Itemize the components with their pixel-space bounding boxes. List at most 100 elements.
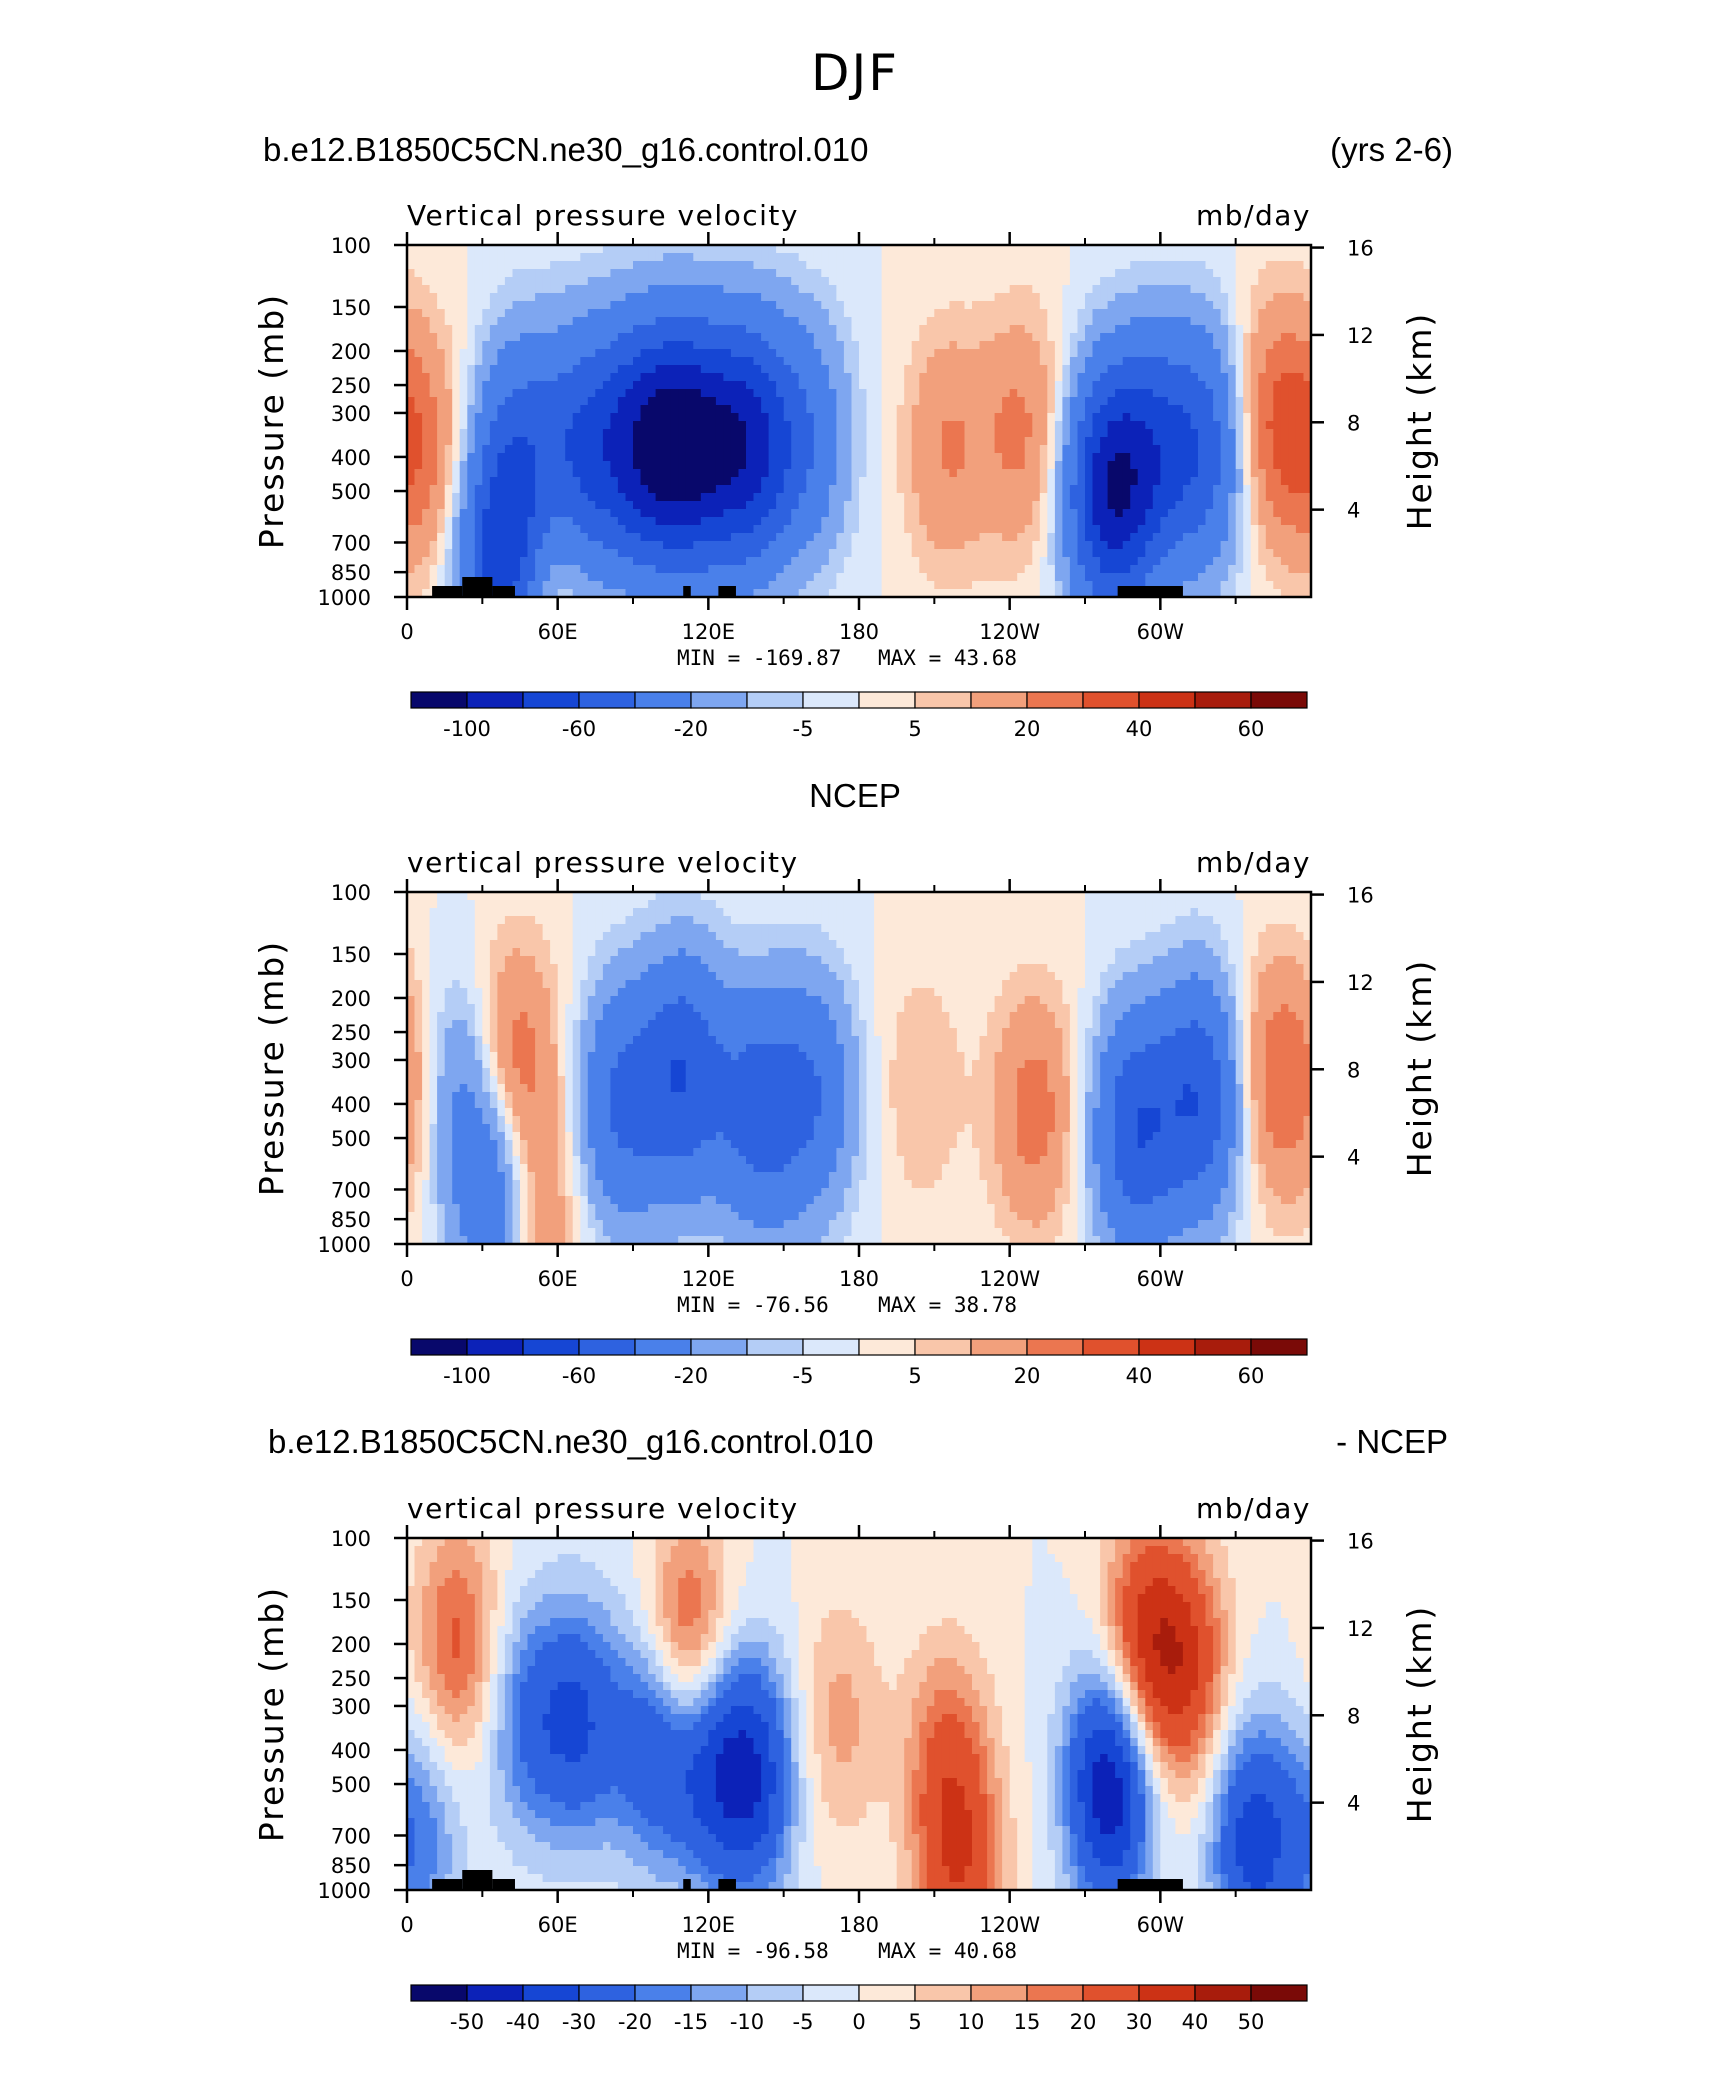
panel-1-y2-tick-label: 4: [1347, 499, 1360, 523]
panel-2-y-axis-label: Pressure (mb): [252, 940, 291, 1196]
panel-1-topography-mask: [1117, 586, 1183, 597]
panel-3-colorbar-label: 15: [1014, 2010, 1041, 2034]
panel-3-colorbar-label: 50: [1238, 2010, 1265, 2034]
panel-2-colorbar-swatch: [858, 1338, 916, 1356]
panel-1-colorbar-swatch: [802, 691, 860, 709]
panel-3-colorbar-label: -50: [450, 2010, 484, 2034]
panel-1-topography-mask: [718, 586, 736, 597]
panel-3-colorbar-swatch: [1026, 1984, 1084, 2002]
panel-3-topography-mask: [462, 1870, 493, 1890]
panel-3-colorbar-swatch: [410, 1984, 468, 2002]
panel-1-y-tick-label: 700: [331, 531, 371, 555]
panel-1-topography-mask: [492, 586, 515, 597]
panel-1-colorbar-swatch: [522, 691, 580, 709]
panel-2-colorbar-swatch: [578, 1338, 636, 1356]
panel-2-y-tick-label: 400: [331, 1093, 371, 1117]
panel-2-dataset-name: NCEP: [809, 777, 901, 814]
panel-1-colorbar-label: -100: [443, 717, 491, 741]
panel-2-colorbar-label: -20: [674, 1364, 708, 1388]
panel-3-colorbar-label: -10: [730, 2010, 764, 2034]
panel-3-y-tick-label: 100: [331, 1527, 371, 1551]
panel-1-topography-mask: [432, 586, 463, 597]
panel-1-y2-axis-label: Height (km): [1400, 312, 1439, 531]
panel-3-colorbar-swatch: [746, 1984, 804, 2002]
panel-1-y-tick-label: 300: [331, 402, 371, 426]
panel-3-y2-tick-label: 4: [1347, 1792, 1360, 1816]
panel-2-colorbar-swatch: [1250, 1338, 1308, 1356]
panel-3-y-tick-label: 400: [331, 1739, 371, 1763]
panel-1-colorbar-swatch: [970, 691, 1028, 709]
panel-3-y-tick-label: 250: [331, 1667, 371, 1691]
panel-2-colorbar-label: -60: [562, 1364, 596, 1388]
panel-1-colorbar-swatch: [1026, 691, 1084, 709]
panel-3-colorbar-label: -40: [506, 2010, 540, 2034]
panel-3-colorbar-label: 20: [1070, 2010, 1097, 2034]
panel-3-colorbar-swatch: [522, 1984, 580, 2002]
panel-3-y-axis-label: Pressure (mb): [252, 1586, 291, 1842]
panel-1-variable-name: Vertical pressure velocity: [407, 199, 799, 232]
panel-2-colorbar-swatch: [914, 1338, 972, 1356]
panel-3-y2-tick-label: 12: [1347, 1617, 1374, 1641]
panel-2-min-value: MIN = -76.56: [677, 1293, 829, 1317]
panel-1-units: mb/day: [1196, 199, 1311, 232]
panel-2-y2-tick-label: 12: [1347, 971, 1374, 995]
panel-3-variable-name: vertical pressure velocity: [407, 1492, 799, 1525]
panel-3-x-tick-label: 120W: [979, 1913, 1040, 1937]
panel-1-y-tick-label: 400: [331, 446, 371, 470]
panel-3-y-tick-label: 1000: [318, 1879, 371, 1903]
panel-3-colorbar-swatch: [970, 1984, 1028, 2002]
panel-2-colorbar-label: -100: [443, 1364, 491, 1388]
panel-2-max-value: MAX = 38.78: [878, 1293, 1017, 1317]
panel-3-topography-mask: [718, 1879, 736, 1890]
panel-3-colorbar-swatch: [466, 1984, 524, 2002]
panel-3-colorbar-swatch: [1138, 1984, 1196, 2002]
panel-1-field: [407, 245, 1311, 597]
panel-3-x-tick-label: 60E: [538, 1913, 578, 1937]
panel-1-colorbar-label: -5: [793, 717, 814, 741]
panel-3-y-tick-label: 200: [331, 1633, 371, 1657]
panel-3-x-tick-label: 180: [839, 1913, 879, 1937]
panel-1-y-tick-label: 100: [331, 234, 371, 258]
panel-3-field: [407, 1538, 1311, 1890]
panel-3-y-tick-label: 300: [331, 1695, 371, 1719]
panel-1-colorbar-swatch: [1138, 691, 1196, 709]
panel-3-y2-axis-label: Height (km): [1400, 1605, 1439, 1824]
panel-3-colorbar-swatch: [914, 1984, 972, 2002]
panel-1-colorbar-label: 5: [908, 717, 921, 741]
panel-3-colorbar-label: -15: [674, 2010, 708, 2034]
panel-2-y-tick-label: 500: [331, 1127, 371, 1151]
panel-2-colorbar-swatch: [1194, 1338, 1252, 1356]
panel-1-y2-tick-label: 12: [1347, 324, 1374, 348]
panel-2-colorbar-swatch: [1026, 1338, 1084, 1356]
panel-2-x-tick-label: 60W: [1137, 1267, 1185, 1291]
panel-3-colorbar-swatch: [802, 1984, 860, 2002]
panel-2-y-tick-label: 300: [331, 1049, 371, 1073]
panel-1-colorbar-swatch: [914, 691, 972, 709]
panel-1-y2-tick-label: 16: [1347, 237, 1374, 261]
panel-3-topography-mask: [683, 1879, 691, 1890]
panel-1-colorbar-swatch: [1194, 691, 1252, 709]
panel-3-colorbar-swatch: [858, 1984, 916, 2002]
panel-1-min-value: MIN = -169.87: [677, 646, 841, 670]
panel-1-x-tick-label: 120W: [979, 620, 1040, 644]
panel-2-colorbar-swatch: [410, 1338, 468, 1356]
panel-3-colorbar-label: 40: [1182, 2010, 1209, 2034]
panel-1-case-name: b.e12.B1850C5CN.ne30_g16.control.010: [263, 131, 869, 168]
panel-1-y2-tick-label: 8: [1347, 411, 1360, 435]
panel-1-colorbar-label: -60: [562, 717, 596, 741]
panel-2-x-tick-label: 180: [839, 1267, 879, 1291]
panel-1-max-value: MAX = 43.68: [878, 646, 1017, 670]
panel-2-colorbar-label: 20: [1014, 1364, 1041, 1388]
panel-2-x-tick-label: 120W: [979, 1267, 1040, 1291]
panel-2-colorbar-swatch: [522, 1338, 580, 1356]
panel-3-colorbar-label: 10: [958, 2010, 985, 2034]
panel-3-colorbar-label: 5: [908, 2010, 921, 2034]
panel-2-field: [407, 892, 1311, 1244]
panel-1-topography-mask: [683, 586, 691, 597]
panel-3-x-tick-label: 0: [400, 1913, 413, 1937]
panel-1-x-tick-label: 60W: [1137, 620, 1185, 644]
panel-3-max-value: MAX = 40.68: [878, 1939, 1017, 1963]
panel-3-y2-tick-label: 16: [1347, 1530, 1374, 1554]
panel-2-colorbar-label: 60: [1238, 1364, 1265, 1388]
